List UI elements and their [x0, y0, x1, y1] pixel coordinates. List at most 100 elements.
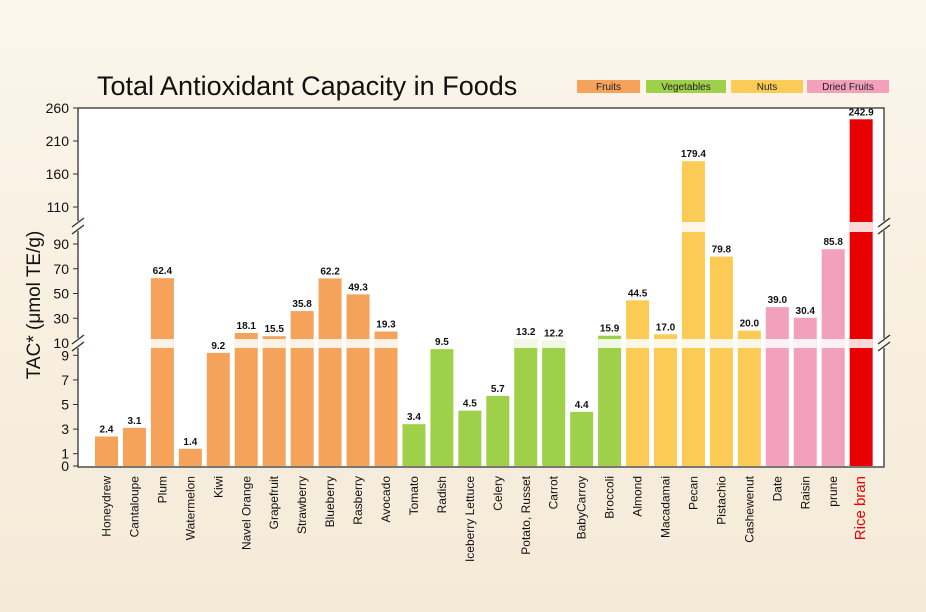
bar-blueberry — [318, 278, 342, 466]
axis-break-gap — [73, 338, 83, 348]
category-label-macadamai: Macadamai — [659, 476, 673, 538]
bar-raisin — [793, 317, 817, 466]
category-label-potato-russet: Potato, Russet — [519, 475, 533, 554]
bar-rasberry — [346, 294, 370, 466]
category-label-babycarroy: BabyCarroy — [575, 476, 589, 539]
y-tick-label-70: 70 — [53, 261, 69, 277]
y-tick-label-1: 1 — [61, 446, 69, 462]
y-tick-label-3: 3 — [61, 421, 69, 437]
bar-break-plum — [150, 339, 174, 348]
bar-break-rasberry — [346, 339, 370, 348]
category-label-kiwi: Kiwi — [211, 476, 225, 498]
axis-break-mark — [877, 334, 891, 345]
bar-break-avocado — [374, 339, 398, 348]
value-label-date: 39.0 — [768, 295, 788, 306]
bar-break-almond — [626, 339, 650, 348]
category-label-date: Date — [770, 476, 784, 502]
y-tick-label-5: 5 — [61, 397, 69, 413]
y-tick-label-9: 9 — [61, 347, 69, 363]
value-label-broccoli: 15.9 — [600, 324, 620, 335]
category-label-pecan: Pecan — [686, 476, 700, 510]
value-label-grapefruit: 15.5 — [264, 324, 284, 335]
bar-navel-orange — [234, 332, 258, 466]
value-label-cantaloupe: 3.1 — [127, 416, 141, 427]
value-label-strawberry: 35.8 — [292, 299, 312, 310]
bar-break-upper-rice-bran — [849, 222, 873, 232]
y-tick-label-7: 7 — [61, 372, 69, 388]
category-label-cantaloupe: Cantaloupe — [127, 476, 141, 538]
bar-avocado — [374, 331, 398, 466]
legend-swatch-fruits — [577, 80, 640, 93]
legend-swatch-vegetables — [646, 80, 726, 93]
category-label-watermelon: Watermelon — [183, 476, 197, 540]
category-label-avocado: Avocado — [379, 476, 393, 523]
axis-break-gap — [73, 221, 83, 231]
bar-break-macadamai — [654, 339, 677, 348]
category-label-plum: Plum — [155, 476, 169, 503]
value-label-watermelon: 1.4 — [183, 437, 197, 448]
value-label-iceberry-lettuce: 4.5 — [463, 399, 477, 410]
legend-swatch-dried-fruits — [807, 80, 889, 93]
value-label-macadamai: 17.0 — [656, 322, 676, 333]
value-label-avocado: 19.3 — [376, 319, 396, 330]
y-axis: 01 3 5 7 910 30 50 70 90 110 160 210 260 — [46, 100, 78, 474]
legend-swatch-nuts — [731, 80, 803, 93]
value-label-celery: 5.7 — [491, 384, 505, 395]
bar-break-potato-russet — [514, 339, 538, 348]
bar-honeydrew — [95, 436, 118, 466]
axis-break-mark — [71, 217, 85, 228]
bar-watermelon — [178, 448, 202, 466]
bar-break-cashewenut — [737, 339, 761, 348]
y-tick-label-260: 260 — [46, 100, 70, 116]
value-label-navel-orange: 18.1 — [237, 321, 257, 332]
axis-break-mark — [71, 224, 85, 235]
category-label-carrot: Carrot — [547, 475, 561, 509]
value-label-blueberry: 62.2 — [320, 266, 340, 277]
legend-label-nuts: Nuts — [757, 82, 778, 93]
bar-cashewenut — [737, 330, 761, 466]
category-label-rice-bran: Rice bran — [852, 476, 869, 540]
bar-break-grapefruit — [262, 339, 286, 348]
value-label-radish: 9.5 — [435, 337, 449, 348]
bar-almond — [626, 300, 650, 466]
category-label-tomato: Tomato — [407, 476, 421, 516]
bar-cantaloupe — [122, 427, 146, 466]
category-label-raisin: Raisin — [798, 476, 812, 509]
category-labels: Honeydrew Cantaloupe Plum Watermelon Kiwi Nav… — [100, 475, 870, 562]
category-label-grapefruit: Grapefruit — [267, 475, 281, 529]
value-label-prune: 85.8 — [823, 237, 843, 248]
bar-plum — [150, 278, 174, 466]
bar-break-strawberry — [290, 339, 314, 348]
bar-break-blueberry — [318, 339, 342, 348]
bar-rice-bran — [849, 119, 873, 466]
bar-macadamai — [654, 334, 677, 466]
axis-break-mark — [71, 334, 85, 345]
category-label-celery: Celery — [491, 476, 505, 511]
axis-break-gap — [879, 338, 889, 348]
y-tick-label-210: 210 — [46, 133, 70, 149]
legend-label-fruits: Fruits — [596, 82, 621, 93]
bar-broccoli — [598, 335, 622, 466]
legend-label-vegetables: Vegetables — [661, 82, 711, 93]
bar-break-carrot — [542, 339, 566, 348]
bar-break-date — [765, 339, 789, 348]
y-tick-label-10: 10 — [53, 335, 69, 351]
bar-break-upper-pecan — [681, 222, 705, 232]
category-label-honeydrew: Honeydrew — [100, 476, 114, 537]
bar-babycarroy — [570, 411, 594, 466]
value-label-rasberry: 49.3 — [348, 282, 368, 293]
bar-carrot — [542, 340, 566, 466]
category-label-pistachio: Pistachio — [714, 476, 728, 525]
bar-prune — [821, 249, 845, 466]
bars-layer: 2.4 3.1 62.4 1.4 9.2 18.1 15.5 35.8 62.2 49.3 19.3… — [95, 107, 874, 467]
category-label-iceberry-lettuce: Iceberry Lettuce — [463, 476, 477, 562]
bar-date — [765, 307, 789, 466]
bar-break-pecan — [681, 339, 705, 348]
y-tick-label-30: 30 — [53, 310, 69, 326]
legend-label-dried-fruits: Dried Fruits — [822, 82, 874, 93]
value-label-almond: 44.5 — [628, 288, 648, 299]
y-tick-label-90: 90 — [53, 236, 69, 252]
value-label-carrot: 12.2 — [544, 328, 564, 339]
y-tick-label-110: 110 — [47, 199, 70, 215]
bar-celery — [486, 395, 510, 466]
